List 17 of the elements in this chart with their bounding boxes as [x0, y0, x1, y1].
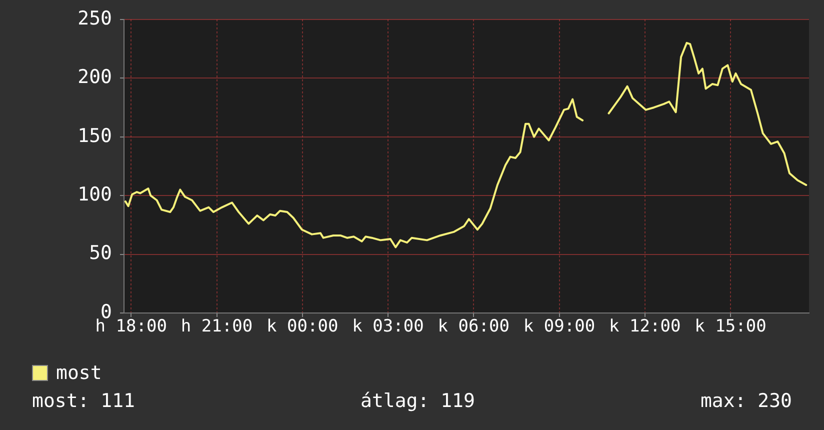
y-tick-label: 250: [78, 7, 112, 30]
y-tick-label: 50: [89, 242, 112, 264]
x-tick-label: k 03:00: [352, 316, 424, 337]
x-tick-label: h 21:00: [180, 316, 253, 337]
y-tick-label: 100: [78, 183, 112, 206]
x-tick-label: k 00:00: [266, 316, 338, 337]
y-tick-label: 150: [78, 124, 112, 147]
text: max: 230: [700, 390, 792, 412]
x-tick-label: k 12:00: [609, 316, 681, 337]
x-tick-label: k 15:00: [694, 316, 766, 337]
x-tick-label: k 09:00: [523, 316, 596, 337]
text: átlag: 119: [360, 390, 475, 412]
y-tick-label: 0: [100, 300, 112, 323]
text: most: 111: [32, 390, 135, 412]
y-tick-label: 200: [78, 66, 112, 88]
x-tick-label: k 06:00: [438, 316, 510, 337]
legend-label: most: [56, 362, 102, 384]
